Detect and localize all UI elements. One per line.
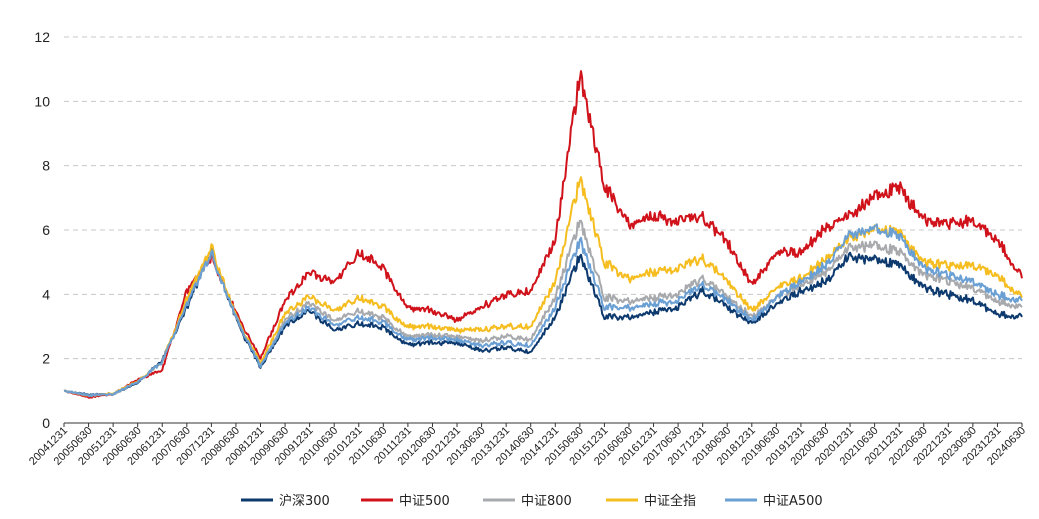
y-tick-label: 0 <box>42 415 50 431</box>
legend-label-4: 中证A500 <box>763 494 823 509</box>
y-axis-ticks: 0 2 4 6 8 10 12 <box>34 29 50 431</box>
y-tick-label: 8 <box>42 158 50 174</box>
series-lines <box>63 70 1023 399</box>
y-tick-label: 12 <box>34 29 50 45</box>
x-axis-ticks: 2004123120050630200512312006063020061231… <box>27 423 1028 468</box>
legend: 沪深300 中证500 中证800 中证全指 中证A500 <box>241 493 823 509</box>
legend-label-3: 中证全指 <box>644 493 696 509</box>
gridlines <box>64 36 1022 360</box>
y-tick-label: 4 <box>42 286 50 302</box>
legend-label-2: 中证800 <box>521 494 572 509</box>
series-line-3 <box>64 176 1023 398</box>
series-line-1 <box>63 70 1023 399</box>
series-line-2 <box>63 219 1023 398</box>
y-tick-label: 6 <box>42 222 50 238</box>
legend-label-1: 中证500 <box>399 494 450 509</box>
legend-label-0: 沪深300 <box>279 493 330 509</box>
y-tick-label: 10 <box>34 93 50 109</box>
y-tick-label: 2 <box>42 351 50 367</box>
series-line-4 <box>64 223 1023 398</box>
series-line-0 <box>63 247 1023 397</box>
